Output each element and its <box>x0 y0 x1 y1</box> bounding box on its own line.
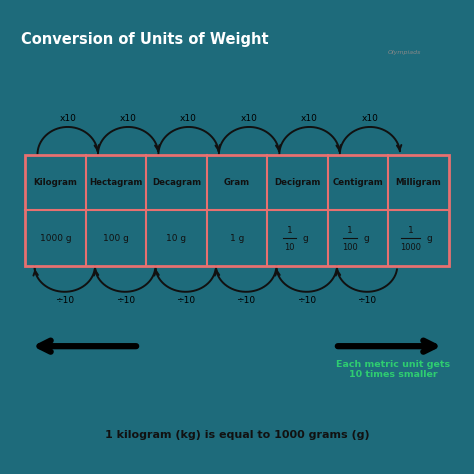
Text: 1000: 1000 <box>400 243 421 252</box>
Text: REST: REST <box>395 31 439 46</box>
Text: x10: x10 <box>59 114 76 123</box>
Text: 1 kilogram (kg) is equal to 1000 grams (g): 1 kilogram (kg) is equal to 1000 grams (… <box>105 430 369 440</box>
Text: 1000 g: 1000 g <box>40 234 72 243</box>
Text: C: C <box>375 29 390 48</box>
Text: 10: 10 <box>284 243 295 252</box>
Text: ÷10: ÷10 <box>55 296 74 305</box>
Text: 1: 1 <box>408 226 413 235</box>
Text: Decagram: Decagram <box>152 178 201 187</box>
Text: ÷10: ÷10 <box>237 296 255 305</box>
FancyBboxPatch shape <box>14 14 335 65</box>
Text: ÷10: ÷10 <box>357 296 376 305</box>
Text: x10: x10 <box>180 114 197 123</box>
Text: ÷10: ÷10 <box>176 296 195 305</box>
Text: Conversion of Units of Weight: Conversion of Units of Weight <box>21 32 269 47</box>
Text: Decigram: Decigram <box>274 178 320 187</box>
Text: Hectagram: Hectagram <box>90 178 143 187</box>
Text: g: g <box>364 234 370 243</box>
Text: Olympiads: Olympiads <box>387 50 421 55</box>
Text: Centigram: Centigram <box>333 178 383 187</box>
Text: 1: 1 <box>347 226 353 235</box>
Text: g: g <box>427 234 432 243</box>
Text: Kilogram: Kilogram <box>34 178 78 187</box>
Text: x10: x10 <box>241 114 257 123</box>
Text: g: g <box>302 234 309 243</box>
Text: Gram: Gram <box>224 178 250 187</box>
Polygon shape <box>335 14 357 65</box>
Text: Milligram: Milligram <box>395 178 441 187</box>
Text: 100: 100 <box>342 243 358 252</box>
Text: 100 g: 100 g <box>103 234 129 243</box>
Text: 1 g: 1 g <box>230 234 244 243</box>
Text: x10: x10 <box>301 114 318 123</box>
Text: x10: x10 <box>120 114 137 123</box>
Text: 1: 1 <box>287 226 292 235</box>
Text: x10: x10 <box>362 114 378 123</box>
Text: ÷10: ÷10 <box>116 296 135 305</box>
Text: ÷10: ÷10 <box>297 296 316 305</box>
Text: Each metric unit gets
10 times smaller: Each metric unit gets 10 times smaller <box>336 360 450 379</box>
Text: Each metric unit gets
10 times bigger: Each metric unit gets 10 times bigger <box>24 360 138 379</box>
Text: 10 g: 10 g <box>166 234 187 243</box>
